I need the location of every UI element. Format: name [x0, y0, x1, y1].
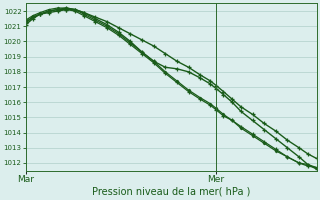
X-axis label: Pression niveau de la mer( hPa ): Pression niveau de la mer( hPa ): [92, 187, 250, 197]
